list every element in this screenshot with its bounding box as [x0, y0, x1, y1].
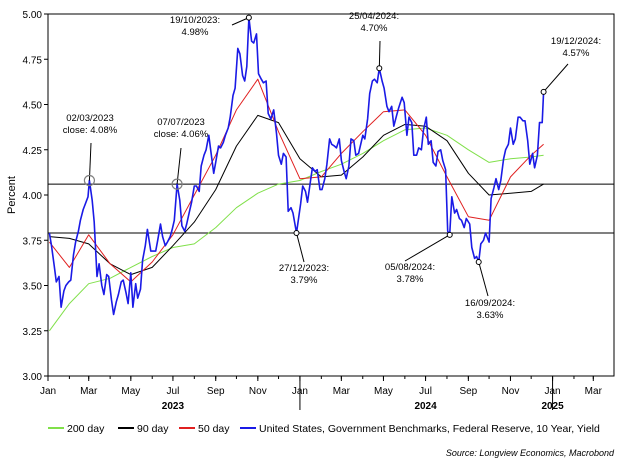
y-tick-label: 3.75: [23, 236, 43, 247]
annotation-label: 27/12/2023:: [279, 263, 329, 274]
year-label: 2025: [541, 401, 564, 412]
y-tick-label: 3.00: [23, 372, 43, 383]
annotation-leader: [404, 234, 450, 262]
x-tick-label: Mar: [333, 386, 351, 397]
annotation-label: 02/03/2023: [66, 113, 114, 124]
annotation-marker: [293, 230, 300, 237]
annotation-label: 3.79%: [291, 275, 318, 286]
annotation-label: close: 4.06%: [154, 129, 209, 140]
x-tick-label: Jul: [419, 386, 432, 397]
annotation-label: close: 4.08%: [63, 125, 118, 136]
x-tick-label: Mar: [585, 386, 603, 397]
series-line-us-10y-yield: [48, 16, 545, 316]
series-line-200-day: [48, 127, 544, 332]
y-axis-label: Percent: [6, 176, 18, 214]
legend-label: 50 day: [198, 423, 230, 435]
annotation-label: 4.57%: [563, 48, 590, 59]
annotation-leader: [296, 232, 305, 263]
x-tick-label: Mar: [80, 386, 98, 397]
y-tick-label: 3.25: [23, 327, 43, 338]
x-tick-label: Sep: [207, 386, 225, 397]
annotation-marker: [475, 258, 482, 265]
annotation-marker: [171, 178, 183, 190]
annotation-label: 3.63%: [477, 310, 504, 321]
y-tick-label: 4.50: [23, 101, 43, 112]
annotation-label: 19/12/2024:: [551, 36, 601, 47]
y-tick-label: 3.50: [23, 282, 43, 293]
annotation-leader: [378, 40, 381, 69]
annotation-leader: [543, 63, 569, 93]
y-tick-label: 4.25: [23, 146, 43, 157]
annotation-leader: [231, 17, 250, 26]
x-tick-label: Nov: [502, 386, 520, 397]
annotation-leader: [478, 261, 489, 297]
annotation-label: 4.70%: [361, 23, 388, 34]
y-tick-label: 4.00: [23, 191, 43, 202]
annotation-label: 4.98%: [182, 27, 209, 38]
x-tick-label: May: [121, 386, 140, 397]
year-label: 2024: [414, 401, 437, 412]
x-tick-label: Nov: [249, 386, 267, 397]
annotation-leader: [88, 142, 92, 181]
annotation-marker: [446, 231, 453, 238]
annotation-label: 16/09/2024:: [465, 298, 515, 309]
year-label: 2023: [162, 401, 185, 412]
legend-label: 90 day: [137, 423, 169, 435]
x-tick-label: Jul: [167, 386, 180, 397]
annotation-label: 19/10/2023:: [170, 15, 220, 26]
annotation-leader: [176, 147, 182, 185]
annotation-label: 3.78%: [397, 274, 424, 285]
y-tick-label: 5.00: [23, 10, 43, 21]
x-tick-label: Sep: [459, 386, 477, 397]
x-tick-label: Jan: [40, 386, 56, 397]
legend-label: 200 day: [67, 423, 105, 435]
annotation-label: 05/08/2024:: [385, 262, 435, 273]
annotation-label: 07/07/2023: [157, 117, 205, 128]
annotation-marker: [83, 174, 96, 187]
annotation-label: 25/04/2024:: [349, 11, 399, 22]
annotation-marker: [376, 65, 383, 72]
x-tick-label: May: [374, 386, 393, 397]
annotation-marker: [540, 88, 547, 95]
y-tick-label: 4.75: [23, 55, 43, 66]
annotation-marker: [245, 14, 252, 21]
source-note: Source: Longview Economics, Macrobond: [446, 448, 615, 458]
legend-label: United States, Government Benchmarks, Fe…: [259, 423, 600, 435]
